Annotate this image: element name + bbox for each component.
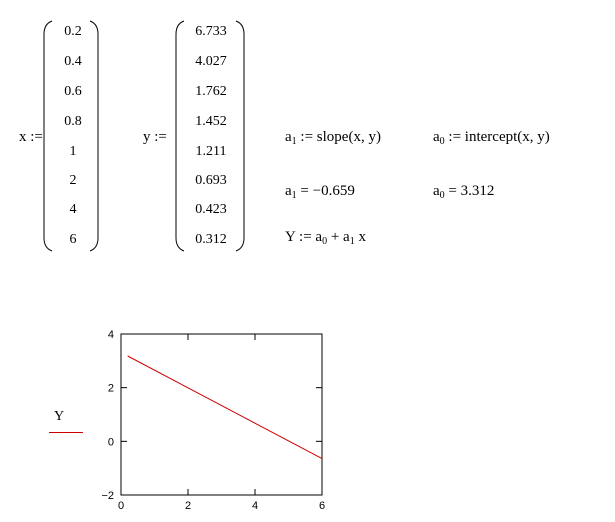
x-tick-label: 0	[118, 500, 124, 512]
y-vector-cell: 0.693	[195, 173, 227, 188]
a1-result: a1 = −0.659	[285, 183, 355, 201]
y-tick-label: 2	[108, 383, 114, 395]
y-vector-cell: 1.762	[195, 84, 227, 99]
y-right-paren	[235, 20, 245, 252]
x-left-paren	[43, 20, 53, 252]
y-vector-cell: 4.027	[195, 54, 227, 69]
x-right-paren	[89, 20, 99, 252]
x-vector-cell: 6	[69, 232, 77, 247]
legend-label: Y	[54, 409, 65, 424]
y-left-paren	[175, 20, 185, 252]
y-vector-cell: 0.423	[195, 202, 227, 217]
y-vector-cell: 0.312	[195, 232, 227, 247]
y-vector-cell: 1.211	[195, 144, 227, 159]
x-vector-cell: 0.6	[64, 84, 82, 99]
y-tick-label: 0	[108, 436, 114, 448]
legend-swatch	[49, 432, 83, 433]
x-vector-cell: 2	[69, 173, 77, 188]
y-tick-label: −2	[101, 490, 114, 502]
x-vector-cell: 0.8	[64, 114, 82, 129]
regression-plot: 0 2 4 6 4 2 0 −2	[101, 329, 325, 512]
a0-result: a0 = 3.312	[433, 183, 495, 201]
y-vector-cell: 6.733	[195, 24, 227, 39]
y-vector-cell: 1.452	[195, 114, 227, 129]
x-tick-label: 2	[185, 500, 191, 512]
y-tick-label: 4	[108, 329, 114, 341]
plot-frame	[120, 333, 323, 496]
y-label: y :=	[143, 129, 167, 145]
x-tick-label: 6	[319, 500, 325, 512]
model-definition: Y := a0 + a1 x	[285, 229, 366, 247]
chart-legend: Y	[48, 408, 88, 438]
x-vector-cell: 1	[69, 144, 77, 159]
a0-definition: a0 := intercept(x, y)	[433, 129, 550, 147]
x-vector-cell: 0.2	[64, 24, 82, 39]
series-line-Y	[127, 355, 323, 460]
x-vector-cell: 4	[69, 202, 77, 217]
x-tick-label: 4	[252, 500, 258, 512]
a1-definition: a1 := slope(x, y)	[285, 129, 381, 147]
x-vector-cell: 0.4	[64, 54, 82, 69]
x-label: x :=	[19, 129, 43, 145]
